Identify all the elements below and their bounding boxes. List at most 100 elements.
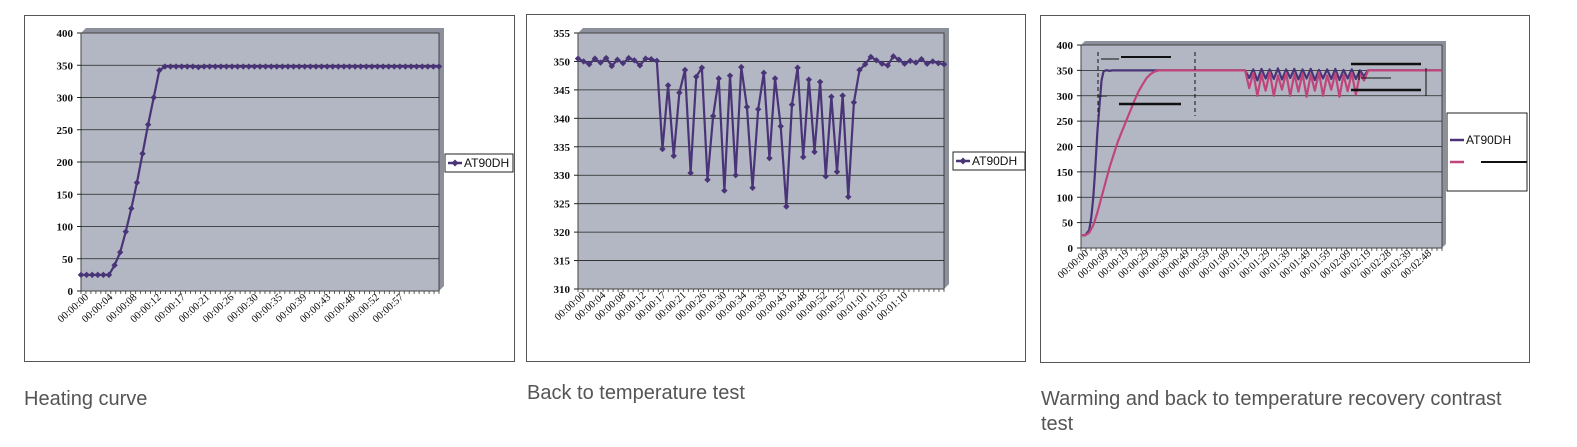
data-point xyxy=(715,75,722,82)
data-point xyxy=(262,63,269,70)
data-point xyxy=(178,63,185,70)
y-tick-label: 340 xyxy=(554,113,571,125)
y-tick-label: 325 xyxy=(554,199,571,211)
series-line-at90dh xyxy=(1081,67,1442,237)
heating-curve-panel: 0 50 100 150 200 250 300 350 400 00:00:00 00:00:04… xyxy=(24,15,515,362)
data-point xyxy=(267,63,275,70)
data-point xyxy=(189,63,197,70)
data-point xyxy=(873,57,880,64)
y-tick-label: 100 xyxy=(1057,192,1074,204)
legend-box xyxy=(444,153,514,173)
data-point xyxy=(318,63,325,70)
data-point xyxy=(240,63,247,70)
data-point xyxy=(88,271,96,279)
data-point xyxy=(636,62,644,69)
data-point xyxy=(156,67,163,74)
y-tick-label: 0 xyxy=(1068,243,1074,255)
y-tick-label: 335 xyxy=(554,142,571,154)
data-point xyxy=(128,205,135,212)
series-line-compare xyxy=(1081,69,1442,237)
y-tick-label: 320 xyxy=(554,227,571,239)
data-point xyxy=(845,193,852,201)
data-point xyxy=(94,271,101,279)
data-point xyxy=(245,63,253,70)
data-point xyxy=(419,63,426,70)
y-tick-label: 400 xyxy=(57,28,74,40)
data-point xyxy=(368,63,376,70)
y-tick-label: 300 xyxy=(57,93,74,105)
data-point xyxy=(771,75,779,82)
data-point xyxy=(424,63,432,70)
data-point xyxy=(273,63,280,70)
data-point xyxy=(195,63,202,71)
data-point xyxy=(256,63,264,70)
y-tick-label: 100 xyxy=(57,222,74,234)
plot-area xyxy=(577,32,945,290)
data-point xyxy=(693,73,700,81)
annotation-marks xyxy=(1097,52,1527,163)
data-point xyxy=(335,63,342,70)
data-point xyxy=(642,55,649,62)
data-point xyxy=(940,61,948,68)
data-point xyxy=(385,63,392,70)
legend-box xyxy=(1446,112,1528,192)
legend-marker xyxy=(451,159,459,167)
data-point xyxy=(726,72,734,79)
data-point xyxy=(301,63,308,70)
data-point xyxy=(122,228,129,235)
data-point xyxy=(234,63,241,70)
data-point xyxy=(295,63,303,70)
data-point xyxy=(850,99,858,106)
y-tick-label: 50 xyxy=(62,254,74,266)
data-point xyxy=(105,271,113,279)
data-point xyxy=(794,64,801,71)
caption-back-to-temperature: Back to temperature test xyxy=(527,382,745,404)
data-point xyxy=(217,63,225,70)
data-point xyxy=(212,63,219,70)
data-point xyxy=(172,63,180,70)
data-point xyxy=(77,271,85,279)
data-point xyxy=(413,63,420,70)
data-point xyxy=(290,63,297,70)
data-point xyxy=(895,56,903,63)
data-point xyxy=(687,169,694,177)
data-point xyxy=(878,60,886,67)
data-point xyxy=(223,63,230,70)
data-point xyxy=(788,101,796,108)
data-point xyxy=(167,63,174,70)
y-tick-label: 300 xyxy=(1057,91,1074,103)
caption-recovery-contrast: Warming and back to temperature recovery… xyxy=(1041,388,1502,435)
data-point xyxy=(184,63,191,70)
data-point xyxy=(391,63,398,70)
y-tick-label: 345 xyxy=(554,85,571,97)
y-tick-label: 250 xyxy=(1057,116,1074,128)
data-point xyxy=(918,55,925,63)
legend-label: AT90DH xyxy=(464,156,509,170)
data-point xyxy=(856,66,863,74)
data-point xyxy=(111,262,118,269)
data-point xyxy=(402,63,409,70)
y-tick-label: 200 xyxy=(1057,142,1074,154)
data-point xyxy=(228,63,236,70)
data-point xyxy=(312,63,320,70)
y-tick-label: 0 xyxy=(68,286,74,298)
data-point xyxy=(374,63,381,70)
legend-box xyxy=(952,151,1026,171)
data-point xyxy=(351,63,359,70)
y-tick-label: 400 xyxy=(1057,40,1074,52)
heating-curve-chart: 05010015020025030035040000:00:0000:00:04… xyxy=(56,28,514,325)
data-point xyxy=(743,103,751,111)
data-point xyxy=(363,63,370,70)
legend-label: AT90DH xyxy=(1466,133,1511,147)
data-point xyxy=(435,63,443,70)
recovery-contrast-chart: 05010015020025030035040000:00:0000:00:09… xyxy=(1056,40,1528,281)
data-point xyxy=(83,271,90,279)
data-point xyxy=(100,271,107,279)
data-point xyxy=(597,59,604,66)
y-tick-label: 350 xyxy=(1057,65,1074,77)
data-point xyxy=(586,61,593,68)
legend-marker xyxy=(959,157,967,165)
data-point xyxy=(279,63,286,70)
data-point xyxy=(251,63,258,70)
y-tick-label: 350 xyxy=(57,60,74,72)
